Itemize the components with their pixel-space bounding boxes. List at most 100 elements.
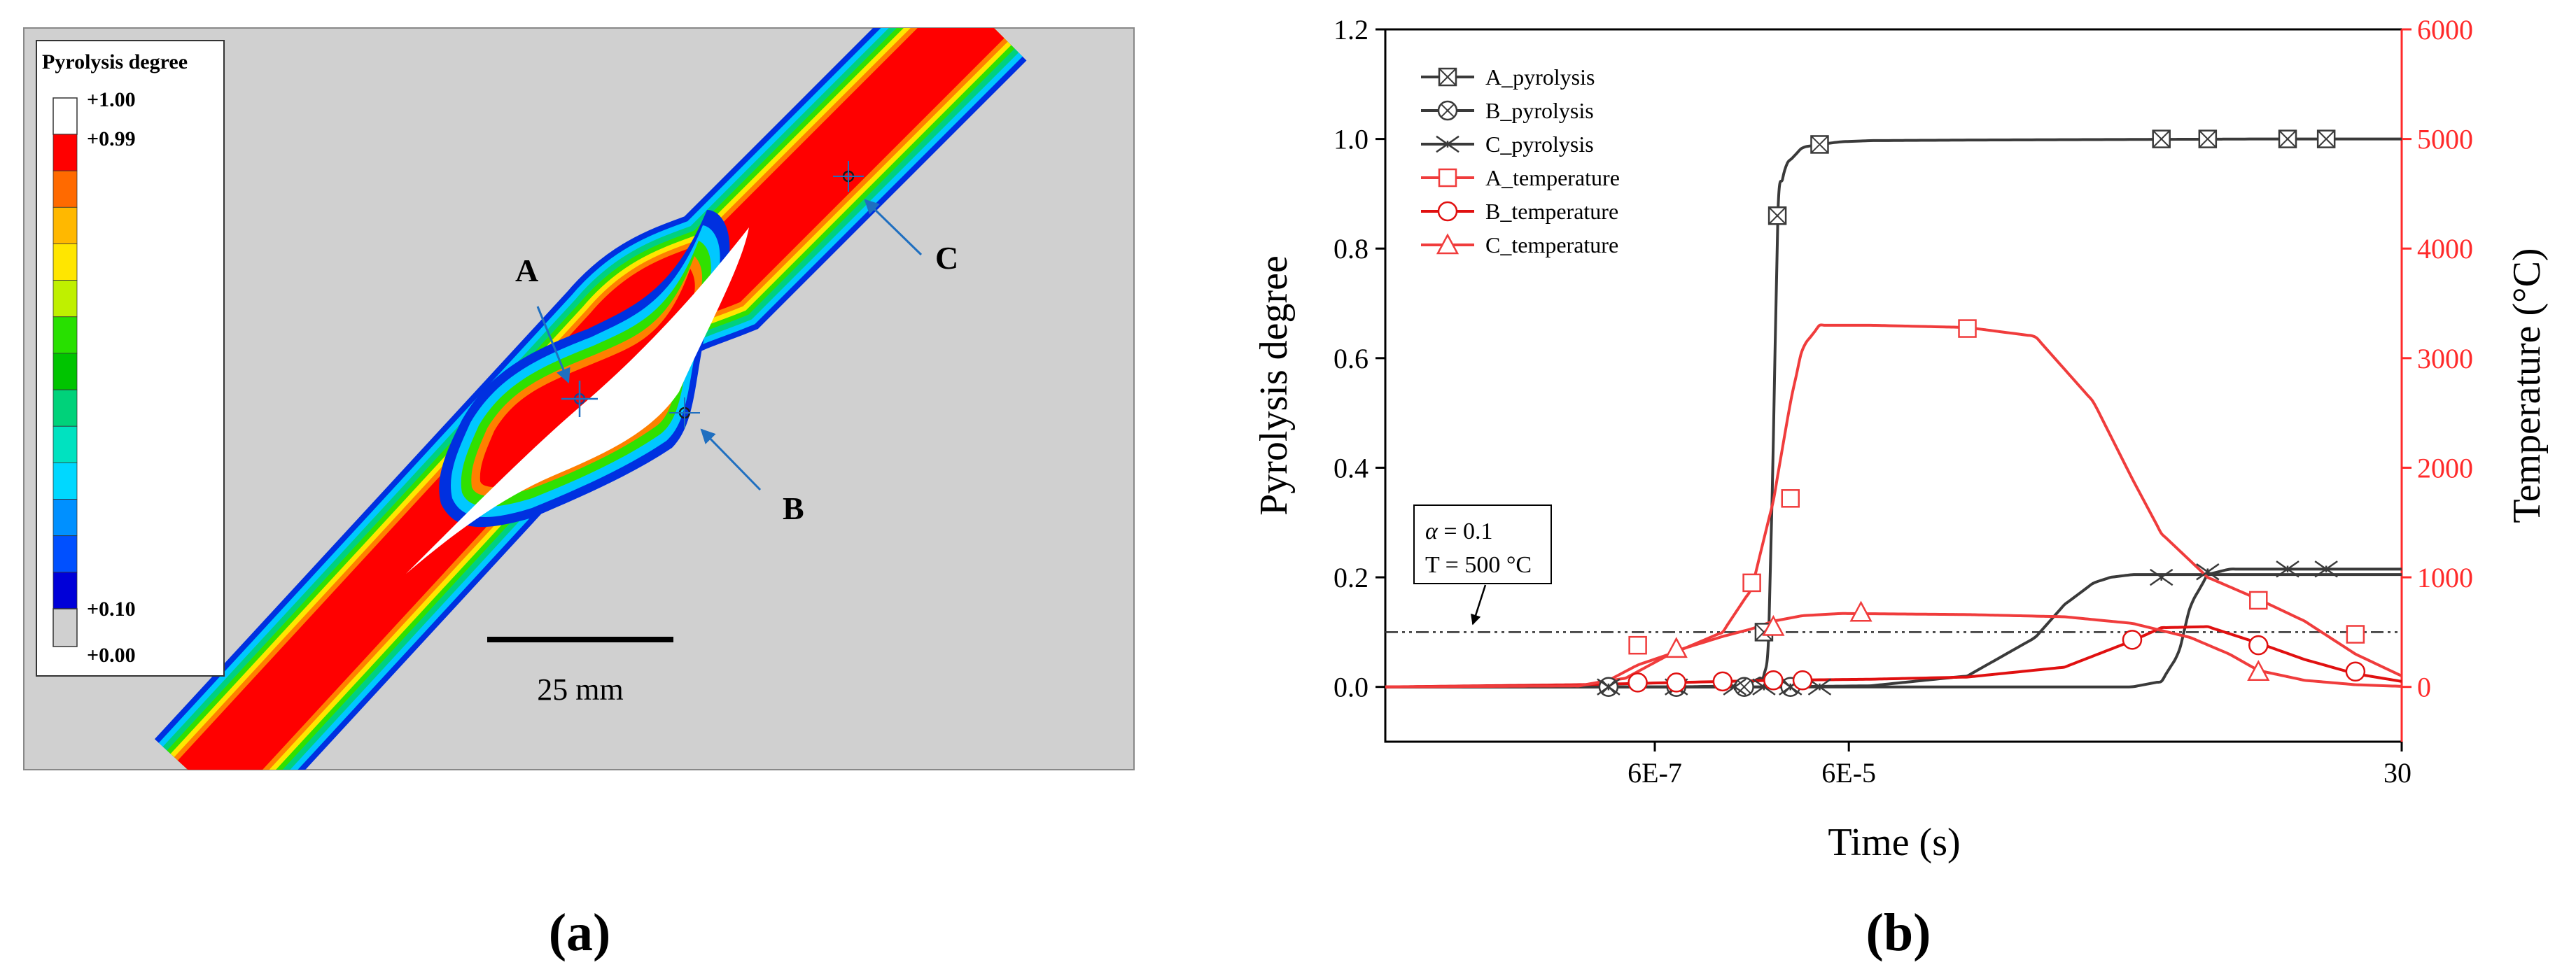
y2-tick-label: 0 bbox=[2417, 672, 2431, 703]
marker-b-temperature bbox=[2345, 661, 2366, 682]
colorbar-legend: Pyrolysis degree +1.00 +0.99 +0.10 +0.00 bbox=[36, 40, 225, 677]
marker-c-temperature bbox=[1762, 614, 1785, 636]
panel-b-label: (b) bbox=[1866, 903, 1931, 962]
x-axis-title: Time (s) bbox=[1828, 821, 1960, 864]
arrow-b bbox=[700, 428, 762, 491]
marker-a-pyrolysis bbox=[2316, 129, 2336, 148]
legend-swatch bbox=[52, 572, 78, 609]
y2-tick-label: 5000 bbox=[2417, 124, 2473, 155]
legend-entry-a-pyrolysis: A_pyrolysis bbox=[1421, 64, 1595, 90]
legend-marker bbox=[1436, 233, 1460, 255]
point-b-marker bbox=[669, 397, 700, 428]
y2-tick-label: 4000 bbox=[2417, 233, 2473, 264]
legend-entry-b-pyrolysis: B_pyrolysis bbox=[1421, 98, 1594, 123]
legend-label: C_temperature bbox=[1485, 232, 1618, 257]
legend-swatches bbox=[52, 134, 78, 609]
marker-b-temperature bbox=[2248, 635, 2269, 656]
legend-label: A_temperature bbox=[1485, 165, 1620, 190]
marker-a-pyrolysis bbox=[2152, 129, 2171, 148]
crack-band bbox=[154, 28, 1027, 770]
marker-a-pyrolysis bbox=[2278, 129, 2297, 148]
marker-a-temperature bbox=[1742, 573, 1761, 593]
annotation-line-2: T = 500 °C bbox=[1425, 552, 1532, 578]
marker-a-pyrolysis bbox=[1810, 135, 1829, 154]
legend-marker bbox=[1438, 168, 1457, 188]
series-markers bbox=[1597, 129, 2366, 697]
legend-swatch-white bbox=[52, 97, 78, 135]
y-tick-label: 1.0 bbox=[1334, 124, 1368, 155]
marker-a-temperature bbox=[2249, 591, 2268, 610]
point-markers bbox=[561, 161, 864, 428]
y-tick-label: 1.2 bbox=[1334, 14, 1368, 45]
annotation-arrow bbox=[1470, 584, 1487, 626]
legend-title: Pyrolysis degree bbox=[42, 50, 188, 73]
legend-swatch bbox=[52, 389, 78, 427]
marker-b-temperature bbox=[1666, 672, 1687, 693]
marker-c-temperature bbox=[1665, 637, 1688, 658]
lens-red bbox=[479, 269, 695, 487]
legend-entry-a-temperature: A_temperature bbox=[1421, 165, 1620, 190]
scale-bar-label: 25 mm bbox=[537, 672, 623, 707]
marker-c-pyrolysis bbox=[2276, 560, 2300, 578]
annotation-box bbox=[1413, 504, 1552, 584]
legend-swatch bbox=[52, 535, 78, 573]
marker-b-temperature bbox=[1763, 670, 1784, 691]
series-line-c-pyrolysis bbox=[1385, 567, 2402, 689]
legend-swatch bbox=[52, 353, 78, 390]
y2-tick-label: 1000 bbox=[2417, 562, 2473, 593]
legend-tick-099: +0.99 bbox=[87, 127, 136, 150]
y2-tick-label: 6000 bbox=[2417, 14, 2473, 45]
point-label-b: B bbox=[783, 490, 804, 526]
y-tick-label: 0.4 bbox=[1334, 452, 1368, 484]
marker-b-temperature bbox=[1792, 670, 1813, 691]
marker-c-pyrolysis bbox=[2196, 563, 2220, 581]
marker-a-temperature bbox=[1958, 319, 1977, 338]
right-axis-ticks: 0 1000 2000 3000 4000 5000 6000 bbox=[2402, 14, 2473, 703]
legend-entry-c-pyrolysis: C_pyrolysis bbox=[1421, 132, 1594, 157]
y2-tick-label: 3000 bbox=[2417, 343, 2473, 374]
marker-c-pyrolysis bbox=[1597, 678, 1620, 696]
y-tick-label: 0.6 bbox=[1334, 343, 1368, 374]
y2-tick-label: 2000 bbox=[2417, 452, 2473, 484]
legend-swatch bbox=[52, 206, 78, 244]
series-lines bbox=[1385, 137, 2402, 689]
y2-axis-title: Temperature (°C) bbox=[2505, 248, 2549, 523]
legend-marker bbox=[1437, 100, 1458, 121]
marker-a-temperature bbox=[1781, 489, 1800, 508]
x-tick-label: 6E-7 bbox=[1628, 757, 1682, 789]
marker-c-pyrolysis bbox=[2314, 560, 2338, 578]
point-label-a: A bbox=[515, 253, 538, 288]
marker-b-temperature bbox=[2122, 630, 2143, 650]
y-tick-label: 0.2 bbox=[1334, 562, 1368, 593]
left-axis-ticks: 0.0 0.2 0.4 0.6 0.8 1.0 1.2 bbox=[1334, 14, 1385, 703]
arrow-a bbox=[536, 306, 570, 383]
legend-marker bbox=[1438, 67, 1457, 87]
point-label-c: C bbox=[935, 240, 958, 276]
chart-legend: A_pyrolysis B_pyrolysis C_pyrolysis A_tempe… bbox=[1421, 64, 1620, 257]
marker-a-temperature bbox=[2346, 625, 2365, 644]
annotation-line-1: α = 0.1 bbox=[1425, 518, 1493, 544]
arrow-c bbox=[864, 199, 923, 256]
legend-label: C_pyrolysis bbox=[1485, 132, 1594, 157]
annotation-alpha-value: = 0.1 bbox=[1438, 518, 1493, 544]
panel-b: 0.0 0.2 0.4 0.6 0.8 1.0 1.2 0 1000 2000 3000 4000 5… bbox=[1252, 14, 2549, 962]
legend-swatch bbox=[52, 499, 78, 537]
legend-swatch bbox=[52, 244, 78, 281]
legend-swatch bbox=[52, 316, 78, 354]
annotation-alpha: α bbox=[1425, 518, 1438, 544]
legend-swatch bbox=[52, 170, 78, 208]
series-line-c-temperature bbox=[1385, 612, 2402, 689]
marker-c-temperature bbox=[1849, 600, 1872, 622]
legend-tick-000: +0.00 bbox=[87, 644, 136, 667]
legend-label: B_temperature bbox=[1485, 199, 1618, 224]
legend-label: A_pyrolysis bbox=[1485, 64, 1595, 90]
panel-a-label: (a) bbox=[549, 903, 611, 962]
marker-b-temperature bbox=[1712, 671, 1733, 692]
threshold-annotation: α = 0.1 T = 500 °C bbox=[1413, 504, 1552, 626]
legend-swatch bbox=[52, 425, 78, 463]
y-axis-title: Pyrolysis degree bbox=[1252, 255, 1296, 516]
marker-a-temperature bbox=[1628, 635, 1647, 655]
legend-swatch bbox=[52, 462, 78, 500]
x-tick-label: 6E-5 bbox=[1821, 757, 1876, 789]
